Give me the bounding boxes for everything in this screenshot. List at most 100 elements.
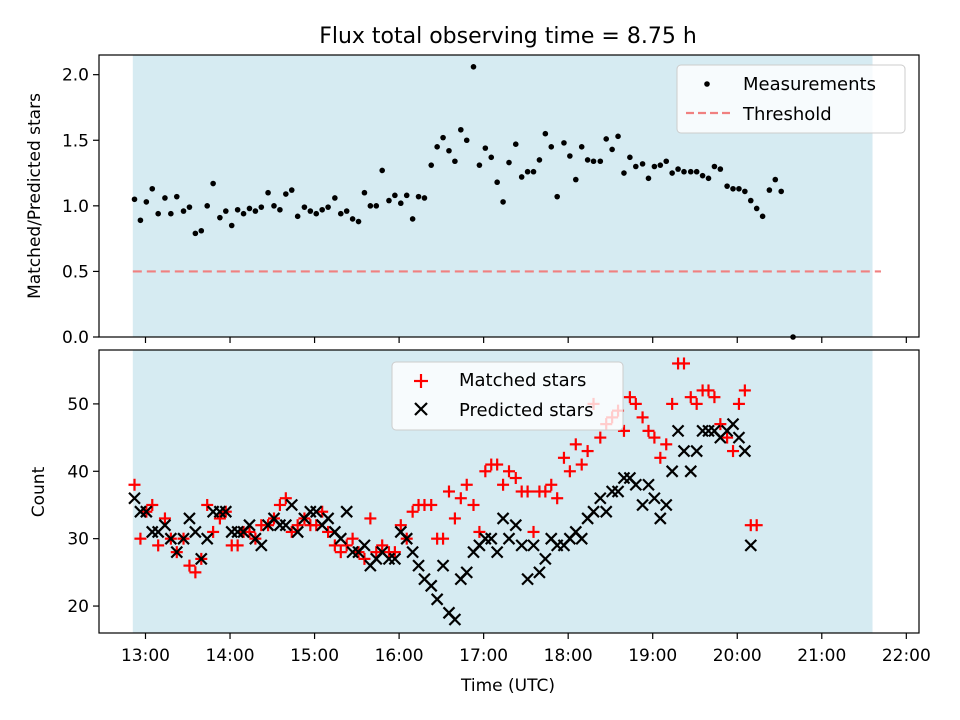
matched-star-point [243,525,256,538]
matched-star-point [425,498,438,511]
predicted-star-point [732,431,746,444]
matched-star-point [642,424,655,437]
x-tick-label: 16:00 [375,646,424,666]
measurement-point [590,158,597,165]
measurement-point [578,144,585,150]
matched-star-point [629,397,642,410]
matched-star-point [340,539,353,552]
matched-star-point [738,384,751,397]
measurement-point [699,172,706,179]
measurement-point [403,192,410,199]
measurement-point [277,206,283,213]
matched-star-point [231,539,244,552]
matched-star-point [702,384,715,397]
matched-star-point [623,391,636,404]
measurement-point [149,185,156,192]
measurement-point [349,216,356,222]
predicted-star-point [594,491,607,505]
matched-star-point [460,478,473,491]
predicted-star-point [279,518,293,532]
measurement-point [711,163,718,170]
predicted-star-point [430,593,444,606]
measurement-point [307,208,314,214]
measurement-point [440,134,446,141]
measurement-point [657,162,664,168]
predicted-star-point [340,505,353,518]
measurement-point [554,193,560,200]
matched-star-point [690,397,703,410]
measurement-point [234,206,241,213]
measurement-point [548,144,555,150]
measurement-point [639,161,646,167]
matched-star-point [666,397,679,410]
matched-star-point [189,566,202,579]
predicted-star-point [448,613,462,626]
measurement-point [597,158,604,165]
measurement-point [778,188,785,195]
predicted-star-point [496,512,510,525]
matched-star-point [557,451,570,464]
matched-star-point [134,532,147,545]
measurement-point [131,196,138,203]
bot-y-tick-label: 50 [67,395,89,415]
predicted-star-point [654,512,667,525]
measurement-point [645,175,652,182]
predicted-star-point [527,539,540,552]
bottom-legend-box [391,361,624,431]
bottom-plot-frame [98,349,920,634]
measurement-point [428,162,435,168]
measurement-point [584,157,591,163]
measurement-point [488,154,495,161]
matched-star-point [569,438,582,451]
measurement-point [759,213,766,220]
predicted-star-point [509,518,523,532]
measurement-point [687,168,694,175]
legend-matched-marker [414,374,428,388]
predicted-star-point [648,491,661,505]
measurement-point [137,217,144,224]
matched-star-point [364,512,377,525]
matched-star-point [454,492,467,505]
matched-star-point [370,546,383,559]
predicted-star-point [629,478,643,492]
measurement-point [228,222,235,229]
predicted-star-point [358,539,371,552]
measurement-point [724,183,730,189]
measurement-point [198,227,205,234]
bottom-panel: 20 30 40 50 13:00 14:00 15:00 16:00 17:00 18:00 1… [29,349,931,696]
measurement-point [392,192,398,199]
matched-star-point [406,505,419,518]
predicted-star-point [436,559,450,572]
predicted-star-point [412,559,425,572]
x-tick-label: 17:00 [459,646,508,666]
matched-star-point [128,478,141,491]
matched-star-point [213,512,226,525]
matched-star-point [394,519,407,532]
predicted-star-point [189,525,202,539]
bottom-legend: Matched stars Predicted stars [391,361,624,431]
matched-star-point [376,539,389,552]
x-tick-label: 19:00 [628,646,677,666]
measurement-point [524,168,531,175]
predicted-star-point [183,512,196,525]
measurement-point [627,154,633,161]
measurement-point [155,210,161,217]
measurement-point [530,168,537,175]
predicted-star-point [659,498,673,512]
measurement-point [494,179,500,186]
measurement-point [301,204,308,210]
x-tick-label: 15:00 [290,646,339,666]
matched-star-point [684,391,697,404]
predicted-star-point [611,485,625,498]
matched-star-point [581,445,594,458]
measurement-point [500,199,506,205]
measurement-point [367,203,374,209]
predicted-star-point [521,572,534,586]
measurement-point [693,168,700,175]
matched-star-point [358,552,371,565]
predicted-star-point [575,532,588,545]
top-y-axis-label: Matched/Predicted stars [25,93,45,299]
matched-star-point [527,525,540,538]
measurement-point [717,166,724,172]
matched-star-point [714,418,727,431]
